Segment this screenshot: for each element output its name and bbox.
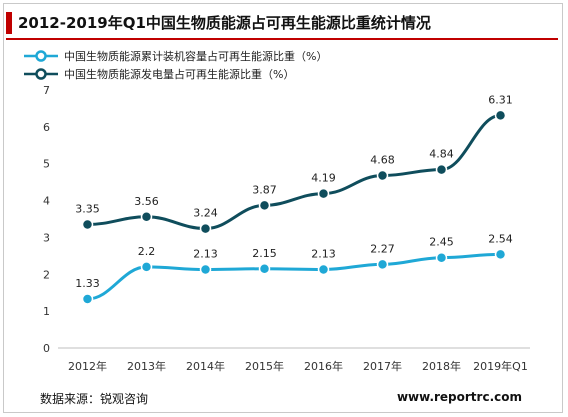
y-tick-label: 5 [43,158,50,171]
data-point [435,251,448,264]
y-tick-label: 0 [43,342,50,355]
y-tick-label: 3 [43,231,50,244]
data-label: 3.87 [252,183,277,196]
data-point [258,263,271,275]
chart-title: 2012-2019年Q1中国生物质能源占可再生能源比重统计情况 [18,14,431,32]
data-label: 2.54 [488,232,513,245]
x-tick-label: 2018年 [422,359,461,373]
x-tick-label: 2019年Q1 [473,359,528,373]
data-label: 2.2 [138,245,156,258]
y-tick-label: 7 [43,84,50,97]
data-point [317,187,330,200]
data-point [81,293,94,305]
data-point [494,109,507,122]
chart-frame [3,3,563,413]
data-label: 4.19 [311,172,336,185]
data-label: 4.68 [370,154,395,167]
y-tick-label: 6 [43,121,50,134]
legend-label: 中国生物质能源累计装机容量占可再生能源比重（%） [64,49,327,63]
data-source: 数据来源：锐观咨询 [40,392,149,406]
y-tick-label: 1 [43,305,50,318]
legend-circle-marker [35,68,47,80]
data-label: 2.13 [311,247,336,260]
y-tick-label: 4 [43,195,50,208]
data-label: 3.24 [193,207,218,220]
x-tick-label: 2014年 [186,359,225,373]
data-point [258,199,271,212]
data-label: 4.84 [429,148,454,161]
title-underline [6,38,558,40]
data-point [376,258,389,271]
data-label: 2.27 [370,242,395,255]
data-label: 3.35 [75,203,100,216]
legend-label: 中国生物质能源发电量占可再生能源比重（%） [64,67,294,81]
x-tick-label: 2012年 [68,359,107,373]
y-tick-label: 2 [43,268,50,281]
data-point [494,248,507,261]
x-tick-label: 2013年 [127,359,166,373]
data-point [199,263,212,276]
data-point [376,169,389,182]
data-point [140,261,153,273]
data-point [435,163,448,176]
x-tick-label: 2015年 [245,359,284,373]
data-point [140,211,153,223]
data-label: 1.33 [75,277,100,290]
x-tick-label: 2017年 [363,359,402,373]
data-label: 2.15 [252,247,277,260]
data-label: 2.45 [429,236,454,249]
data-point [317,263,330,276]
title-accent-bar [6,12,12,34]
data-label: 3.56 [134,195,159,208]
website-url: www.reportrc.com [396,390,522,404]
data-label: 6.31 [488,93,513,106]
x-tick-label: 2016年 [304,359,343,373]
legend-circle-marker [35,50,47,62]
data-point [81,218,94,231]
data-label: 2.13 [193,247,218,260]
data-point [199,222,212,235]
